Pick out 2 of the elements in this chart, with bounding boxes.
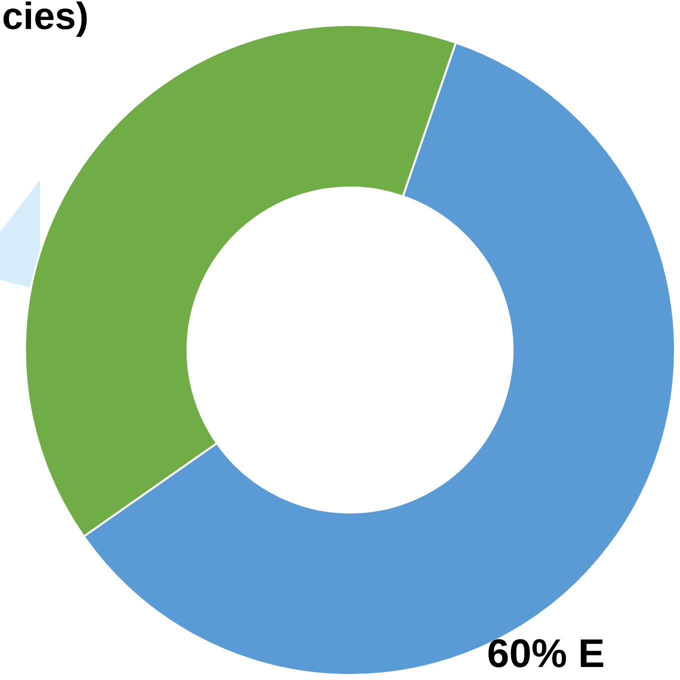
data-label: 60% E — [487, 632, 605, 677]
chart-title: cies) — [2, 0, 89, 39]
